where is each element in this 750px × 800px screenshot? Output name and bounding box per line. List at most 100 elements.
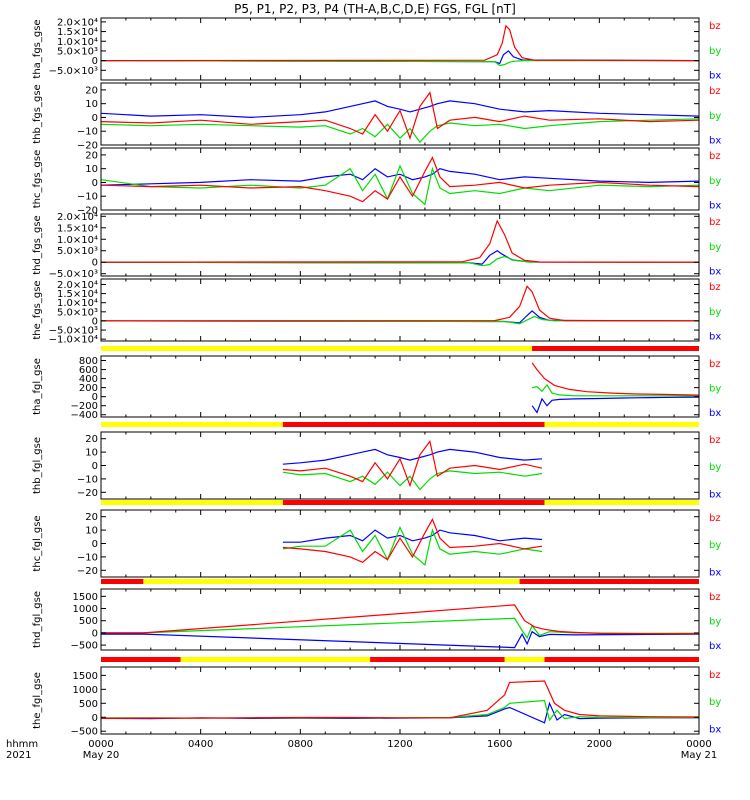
legend-label-bx: bx [709, 408, 721, 419]
y-axis-label: thb_fgl_gse [32, 437, 43, 494]
series-line-by [101, 118, 699, 144]
mode-bar-segment [143, 579, 520, 584]
y-tick-label: −10 [77, 127, 98, 138]
legend-label-by: by [709, 462, 721, 473]
legend-label-by: by [709, 111, 721, 122]
series-line-bx [282, 529, 543, 543]
panel-frame [100, 17, 700, 81]
y-tick-label: −20 [77, 141, 98, 152]
y-tick-label: 1.5×10⁴ [57, 289, 98, 300]
y-tick-label: −1.0×10⁴ [49, 335, 98, 346]
legend-label-bx: bx [709, 71, 721, 82]
legend-label-bx: bx [709, 136, 721, 147]
y-tick-label: 0 [92, 628, 98, 639]
legend-label-by: by [709, 307, 721, 318]
mode-bar-segment [282, 422, 545, 427]
series-line-bz [282, 439, 543, 488]
y-tick-label: −10 [77, 474, 98, 485]
series-line-by [101, 60, 699, 67]
y-axis-label: thd_fgl_gse [32, 591, 43, 648]
y-tick-label: 0 [92, 392, 98, 403]
y-axis-label: thb_fgs_gse [32, 84, 43, 143]
y-tick-label: 20 [85, 512, 98, 523]
legend-label-bx: bx [709, 641, 721, 652]
x-tick-label: 0000 [686, 739, 711, 750]
legend-label-bz: bz [709, 513, 721, 524]
series-line-bz [101, 156, 699, 203]
legend-label-by: by [709, 383, 721, 394]
mode-bar-segment [282, 500, 545, 505]
series-line-bz [531, 362, 699, 396]
panel-frame [100, 355, 700, 418]
legend-label-bz: bz [709, 282, 721, 293]
y-axis-label: the_fgl_gse [32, 672, 43, 729]
legend-label-bz: bz [709, 435, 721, 446]
y-tick-label: −400 [71, 410, 98, 421]
legend-label-bz: bz [709, 86, 721, 97]
x-tick-label: 0000 [88, 739, 113, 750]
legend-label-bx: bx [709, 332, 721, 343]
x-corner-label-hhmm: hhmm [6, 739, 38, 750]
x-tick-label: 0400 [188, 739, 213, 750]
y-tick-label: −200 [71, 401, 98, 412]
y-tick-label: 0 [92, 316, 98, 327]
y-tick-label: 20 [85, 150, 98, 161]
mode-bar-segment [101, 657, 181, 662]
series-line-bx [101, 630, 699, 649]
series-line-bz [101, 285, 699, 322]
y-tick-label: 600 [79, 365, 98, 376]
y-tick-label: 10 [85, 448, 98, 459]
y-tick-label: 10 [85, 164, 98, 175]
mode-bar-segment [519, 579, 699, 584]
legend-label-by: by [709, 540, 721, 551]
series-line-bz [101, 219, 699, 263]
series-line-bz [101, 91, 699, 140]
y-tick-label: 400 [79, 374, 98, 385]
series-line-by [101, 255, 699, 267]
mode-bar-segment [180, 657, 371, 662]
y-tick-label: 1.5×10⁴ [57, 223, 98, 234]
series-line-by [282, 470, 543, 491]
panel-frame [100, 431, 700, 500]
x-tick-label: 1600 [487, 739, 512, 750]
x-tick-date-label: May 21 [681, 750, 718, 761]
y-axis-label: the_fgs_gse [32, 280, 43, 339]
mode-bar-segment [504, 657, 545, 662]
series-line-bz [101, 680, 699, 719]
panel-thb_fgs_gse: 20 10 0 −10 −20 thb_fgs_gse bz by bx [32, 82, 721, 152]
y-tick-label: 0 [92, 713, 98, 724]
y-axis-label: tha_fgs_gse [32, 19, 43, 78]
y-axis-label: thc_fgs_gse [32, 150, 43, 209]
y-tick-label: 500 [79, 699, 98, 710]
panel-frame [100, 588, 700, 651]
y-tick-label: 0 [92, 461, 98, 472]
mode-bar-segment [101, 500, 283, 505]
y-tick-label: −20 [77, 206, 98, 217]
series-line-bz [282, 518, 543, 564]
series-line-bx [101, 167, 699, 186]
legend-label-by: by [709, 697, 721, 708]
y-tick-label: 1500 [73, 671, 98, 682]
series-line-by [531, 383, 699, 397]
y-tick-label: −500 [71, 641, 98, 652]
series-line-bx [282, 448, 543, 465]
y-tick-label: −20 [77, 488, 98, 499]
y-tick-label: 1000 [73, 685, 98, 696]
y-axis-label: thc_fgl_gse [32, 515, 43, 571]
legend-label-bx: bx [709, 267, 721, 278]
legend-label-bz: bz [709, 359, 721, 370]
panel-thb_fgl_gse: 20 10 0 −10 −20 thb_fgl_gse bz by bx [32, 422, 721, 500]
y-tick-label: 10 [85, 99, 98, 110]
y-tick-label: 1.5×10⁴ [57, 27, 98, 38]
y-tick-label: 20 [85, 85, 98, 96]
x-tick-label: 0800 [288, 739, 313, 750]
x-tick-date-label: May 20 [83, 750, 120, 761]
series-line-by [282, 525, 543, 567]
mode-bar-segment [544, 422, 699, 427]
y-tick-label: 10 [85, 526, 98, 537]
y-tick-label: 20 [85, 434, 98, 445]
panel-stack: 2.0×10⁴1.5×10⁴1.0×10⁴5.0×10³0−5.0×10³tha… [32, 17, 721, 737]
